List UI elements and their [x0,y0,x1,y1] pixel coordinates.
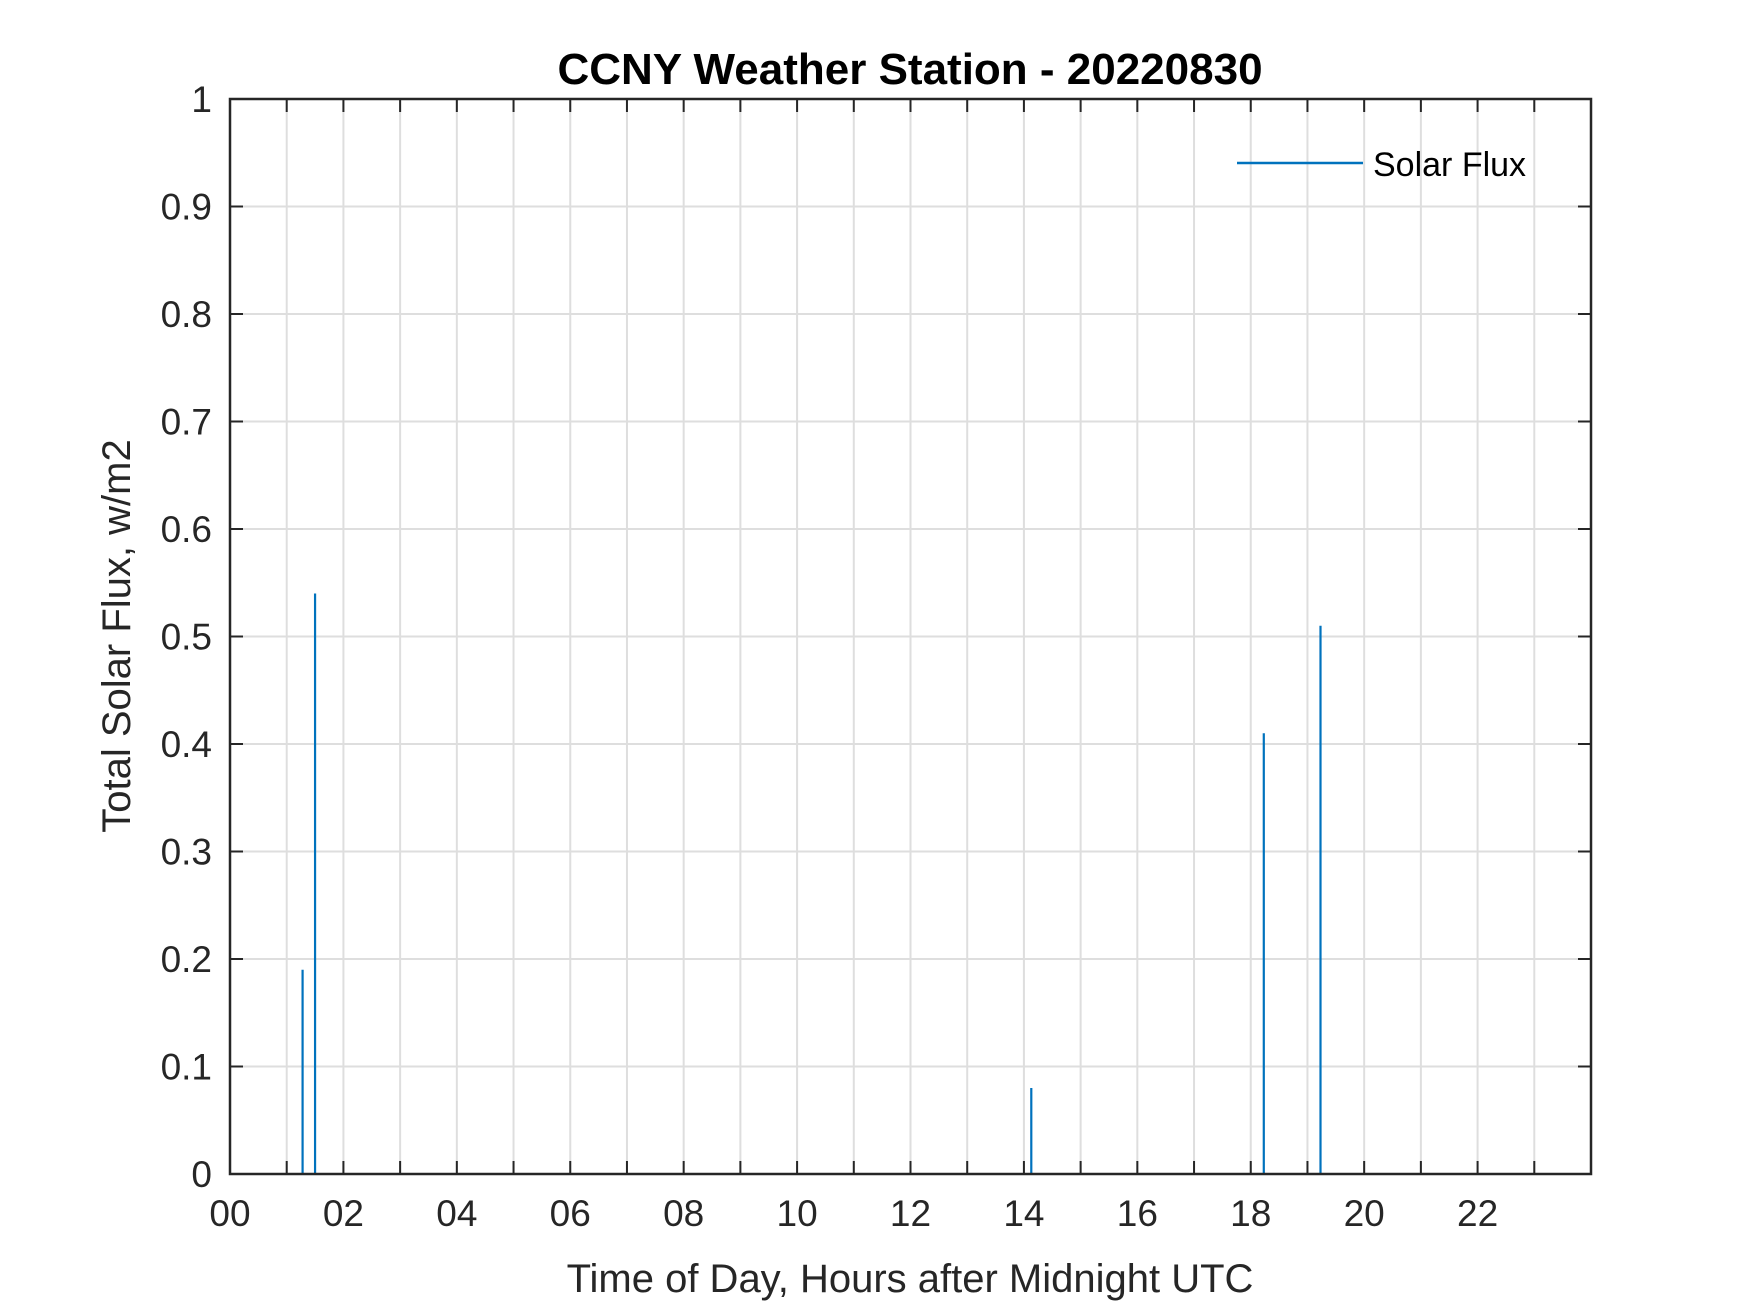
legend-label-solar-flux: Solar Flux [1373,146,1526,184]
x-tick-label: 00 [209,1193,250,1234]
x-tick-label: 04 [436,1193,477,1234]
x-tick-label: 14 [1003,1193,1044,1234]
y-tick-label: 0 [191,1154,212,1195]
series-layer [301,593,1322,1174]
x-tick-label: 02 [323,1193,364,1234]
x-tick-label: 08 [663,1193,704,1234]
x-tick-label: 22 [1457,1193,1498,1234]
y-tick-label: 0.9 [161,187,212,228]
legend: Solar Flux [1237,146,1526,184]
y-tick-label: 0.8 [161,294,212,335]
y-tick-label: 0.7 [161,402,212,443]
y-axis-label: Total Solar Flux, w/m2 [95,439,139,832]
y-tick-label: 1 [191,79,212,120]
y-tick-label: 0.4 [161,724,212,765]
x-tick-label: 20 [1344,1193,1385,1234]
y-tick-labels: 0 0.1 0.2 0.3 0.4 0.5 0.6 0.7 0.8 0.9 1 [161,79,212,1195]
y-tick-label: 0.1 [161,1047,212,1088]
x-tick-label: 18 [1230,1193,1271,1234]
ticks [230,99,1591,1174]
x-tick-labels: 00 02 04 06 08 10 12 14 16 18 20 22 [209,1193,1498,1234]
x-tick-label: 06 [550,1193,591,1234]
grid [230,99,1591,1174]
y-tick-label: 0.6 [161,509,212,550]
x-tick-label: 12 [890,1193,931,1234]
x-tick-label: 10 [777,1193,818,1234]
x-axis-label: Time of Day, Hours after Midnight UTC [567,1257,1254,1301]
y-tick-label: 0.2 [161,939,212,980]
y-tick-label: 0.3 [161,832,212,873]
chart-title: CCNY Weather Station - 20220830 [557,45,1262,94]
y-tick-label: 0.5 [161,617,212,658]
x-tick-label: 16 [1117,1193,1158,1234]
